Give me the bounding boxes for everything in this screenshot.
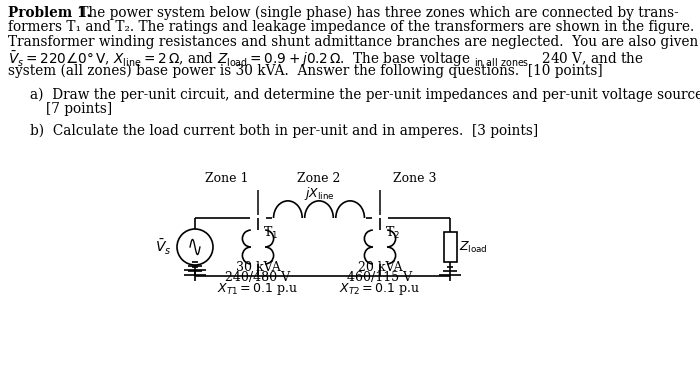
Text: Problem 1.: Problem 1. <box>8 6 91 20</box>
Text: Zone 2: Zone 2 <box>298 172 341 185</box>
Text: T$_1$: T$_1$ <box>263 225 278 241</box>
Text: $jX_\mathrm{line}$: $jX_\mathrm{line}$ <box>304 185 335 202</box>
Text: 30 kVA: 30 kVA <box>236 261 281 274</box>
Text: [7 points]: [7 points] <box>46 102 112 116</box>
Bar <box>444 232 456 262</box>
Text: $X_{T2} = 0.1$ p.u: $X_{T2} = 0.1$ p.u <box>340 281 421 297</box>
Text: b)  Calculate the load current both in per-unit and in amperes.  [3 points]: b) Calculate the load current both in pe… <box>30 123 538 138</box>
Text: formers T₁ and T₂. The ratings and leakage impedance of the transformers are sho: formers T₁ and T₂. The ratings and leaka… <box>8 21 694 35</box>
Text: $\bar{V}_s$: $\bar{V}_s$ <box>155 237 172 256</box>
Text: $X_{T1} = 0.1$ p.u: $X_{T1} = 0.1$ p.u <box>218 281 298 297</box>
Text: 240/480 V: 240/480 V <box>225 271 290 284</box>
Text: $Z_\mathrm{load}$: $Z_\mathrm{load}$ <box>459 240 488 255</box>
Text: system (all zones) base power is 30 kVA.  Answer the following questions.  [10 p: system (all zones) base power is 30 kVA.… <box>8 64 603 78</box>
Text: Zone 1: Zone 1 <box>204 172 248 185</box>
Text: The power system below (single phase) has three zones which are connected by tra: The power system below (single phase) ha… <box>75 6 679 20</box>
Text: T$_2$: T$_2$ <box>385 225 400 241</box>
Text: Transformer winding resistances and shunt admittance branches are neglected.  Yo: Transformer winding resistances and shun… <box>8 35 699 49</box>
Text: 20 kVA: 20 kVA <box>358 261 402 274</box>
Text: Zone 3: Zone 3 <box>393 172 437 185</box>
Text: $\bar{V}_s = 220\angle0°\,\mathrm{V}$, $X_\mathrm{line} = 2\,\Omega$, and $Z_\ma: $\bar{V}_s = 220\angle0°\,\mathrm{V}$, $… <box>8 50 644 69</box>
Text: a)  Draw the per-unit circuit, and determine the per-unit impedances and per-uni: a) Draw the per-unit circuit, and determ… <box>30 87 700 102</box>
Text: 460/115 V: 460/115 V <box>347 271 412 284</box>
